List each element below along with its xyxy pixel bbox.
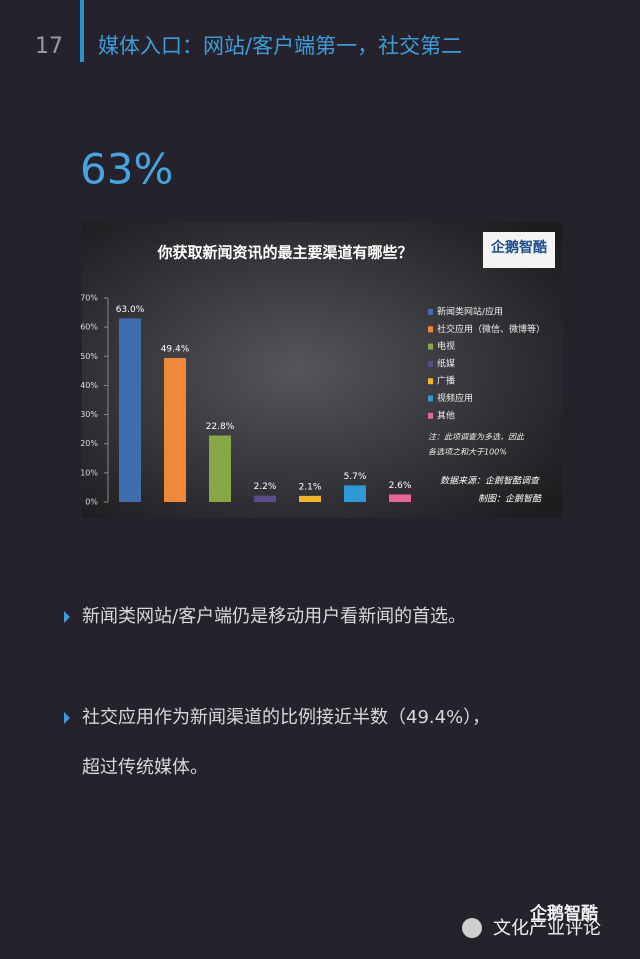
legend-swatch [428,343,433,350]
chart-title: 你获取新闻资讯的最主要渠道有哪些？ [156,244,412,262]
legend-label: 新闻类网站/应用 [437,306,503,318]
legend-label: 纸媒 [437,357,455,369]
credit: 制图：企鹅智酷 [478,494,542,505]
legend-swatch [428,395,433,402]
bar [209,435,231,502]
logo-box [483,232,555,268]
header-title: 媒体入口：网站/客户端第一，社交第二 [98,34,462,58]
legend-swatch [428,378,433,385]
y-tick-label: 40% [80,381,98,390]
legend-label: 电视 [437,340,455,352]
source: 数据来源：企鹅智酷调查 [440,476,541,487]
chart-panel [82,222,562,518]
bar [254,495,276,502]
note: 注：此项调查为多选，因此 [428,433,525,442]
value-label: 2.1% [299,482,322,492]
y-tick-label: 60% [80,323,98,332]
legend-label: 广播 [437,375,455,387]
y-tick-label: 70% [80,294,98,303]
bullet-marker [64,712,70,724]
bar [119,318,141,502]
value-label: 5.7% [344,472,367,482]
watermark-account: 文化产业评论 [493,918,601,939]
watermark-logo: 企鹅智酷 [529,903,598,924]
y-tick-label: 20% [80,439,98,448]
headline-stat: 63% [80,145,173,194]
value-label: 22.8% [206,422,235,432]
bullet-marker [64,611,70,623]
legend-label: 视频应用 [437,392,473,404]
legend-label: 其他 [437,409,455,421]
legend-swatch [428,360,433,367]
logo: 企鹅智酷 [490,239,547,256]
value-label: 49.4% [161,345,190,355]
bar [299,495,321,502]
bar [344,485,366,502]
y-tick-label: 0% [85,498,98,507]
value-label: 63.0% [116,305,145,315]
legend-swatch [428,309,433,315]
legend-swatch [428,326,433,333]
note: 各选项之和大于100% [428,448,507,457]
legend-label: 社交应用（微信、微博等） [437,323,545,335]
value-label: 2.2% [254,482,277,492]
bullet-text: 新闻类网站/客户端仍是移动用户看新闻的首选。 [82,606,466,627]
value-label: 2.6% [389,481,412,491]
bullet-text: 超过传统媒体。 [82,757,208,778]
legend-swatch [428,412,433,419]
bar [164,358,186,502]
wechat-icon [462,918,482,938]
y-tick-label: 10% [80,468,98,477]
bullet-text: 社交应用作为新闻渠道的比例接近半数（49.4%）， [82,707,490,728]
header-bar [80,0,84,62]
y-tick-label: 50% [80,352,98,361]
page-number: 17 [35,34,63,59]
bar [389,494,411,502]
y-tick-label: 30% [80,410,98,419]
